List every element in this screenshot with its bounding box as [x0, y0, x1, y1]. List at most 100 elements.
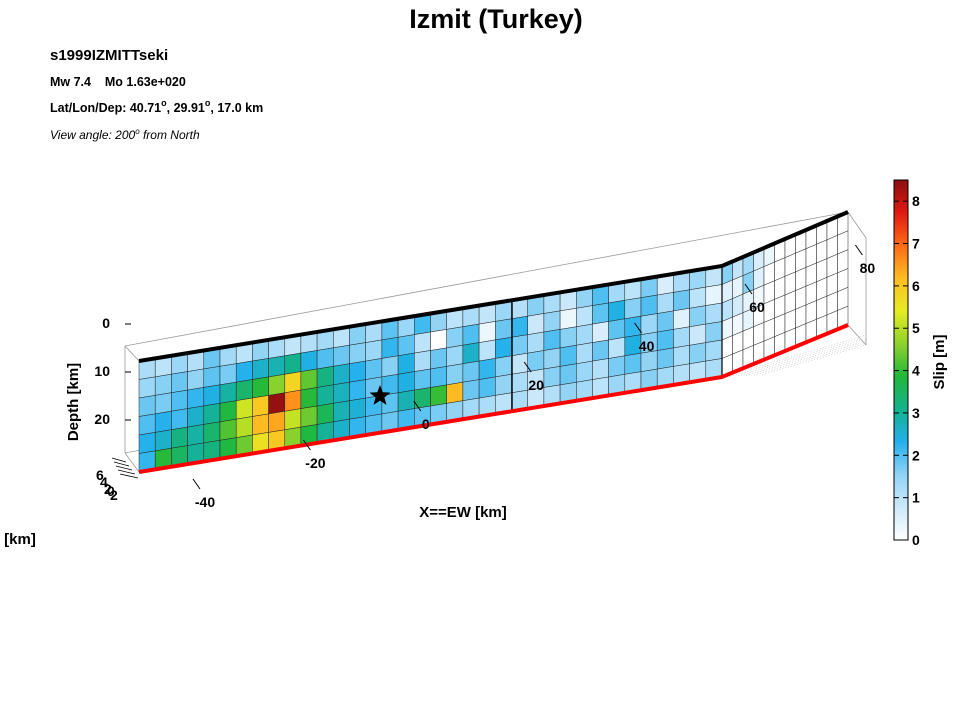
slip-patch	[154, 410, 172, 433]
slip-patch	[397, 371, 415, 394]
slip-patch	[673, 345, 690, 367]
slip-patch	[640, 313, 658, 335]
slip-patch	[171, 371, 188, 393]
colorbar-tick-label: 4	[912, 363, 920, 379]
slip-patch	[203, 421, 221, 444]
slip-patch	[381, 355, 399, 378]
x-tick-label: 80	[860, 260, 876, 276]
colorbar-tick-label: 6	[912, 278, 920, 294]
slip-patch	[171, 389, 188, 412]
slip-patch	[446, 326, 464, 349]
slip-patch	[446, 344, 464, 367]
x-tick-mark	[413, 400, 422, 412]
slip-patch	[349, 342, 366, 364]
slip-patch	[397, 389, 415, 412]
slip-patch	[462, 323, 480, 346]
slip-patch	[592, 321, 609, 343]
slip-patch	[219, 363, 237, 386]
slip-patch	[187, 424, 205, 446]
slip-patch	[365, 358, 383, 380]
box-edge	[124, 452, 140, 473]
slip-patch	[576, 323, 593, 346]
slip-patch	[608, 337, 626, 359]
slip-patch	[316, 347, 334, 370]
slip-patch	[430, 329, 447, 351]
depth-tick-label: 0	[102, 315, 110, 331]
slip-patch	[333, 344, 350, 367]
slip-patch	[284, 352, 302, 375]
floor-grid-line	[721, 334, 867, 378]
slip-patch	[592, 302, 609, 325]
slip-patch	[495, 355, 512, 378]
x-tick-mark	[523, 361, 532, 373]
colorbar-tick-label: 2	[912, 447, 920, 463]
slip-patch	[397, 352, 415, 375]
x-tick-label: 60	[749, 299, 765, 315]
slip-patch	[316, 384, 334, 407]
slip-patch	[381, 337, 399, 359]
depth-axis-label: Depth [km]	[65, 363, 82, 441]
slip-patch	[414, 350, 431, 372]
ns-tick-label: 2	[104, 481, 112, 497]
slip-patch	[559, 363, 577, 386]
ns-tick-mark	[115, 465, 133, 471]
floor-grid-line	[761, 344, 867, 375]
slip-patch	[219, 400, 237, 423]
x-tick-mark	[634, 322, 643, 334]
slip-patch	[527, 331, 545, 354]
slip-patch	[689, 305, 707, 328]
slip-patch	[268, 411, 286, 433]
slip-patch	[624, 352, 642, 375]
slip-patch	[187, 387, 205, 409]
slip-patch	[414, 368, 431, 391]
slip-patch	[171, 426, 188, 449]
slip-patch	[333, 400, 350, 423]
box-edge	[124, 345, 140, 362]
floor-grid-line	[737, 338, 867, 377]
x-tick-mark	[854, 244, 863, 256]
slip-patch	[430, 384, 447, 407]
depth-tick-label: 10	[94, 363, 110, 379]
slip-patch	[397, 334, 415, 357]
slip-patch	[235, 379, 253, 401]
event-id: s1999IZMITTseki	[50, 47, 168, 64]
slip-patch	[154, 373, 172, 396]
location-prefix: Lat/Lon/Dep: 40.71	[50, 101, 161, 115]
slip-patch	[656, 347, 674, 370]
ns-tick-mark	[119, 473, 139, 479]
slip-patch	[478, 339, 496, 362]
slip-patch	[365, 339, 383, 362]
slip-patch	[333, 363, 350, 386]
slip-patch	[576, 342, 593, 365]
slip-patch	[689, 286, 707, 309]
x-axis-label: X==EW [km]	[419, 504, 507, 521]
view-degree-sup: o	[135, 127, 140, 136]
slip-patch	[478, 376, 496, 399]
slip-patch	[284, 389, 302, 412]
ns-tick-mark	[113, 461, 130, 467]
slip-patch	[268, 355, 286, 378]
hypocenter-star	[369, 385, 391, 405]
slip-patch	[446, 363, 464, 386]
location-line: Lat/Lon/Dep: 40.71o, 29.91o, 17.0 km	[50, 98, 263, 115]
slip-patch	[187, 368, 205, 391]
lon-degree-sup: o	[205, 98, 211, 108]
lat-degree-sup: o	[161, 98, 167, 108]
ns-tick-label: 4	[100, 474, 108, 490]
depth-tick-label: 20	[94, 411, 110, 427]
slip-patch	[235, 360, 253, 383]
slip-patch	[624, 297, 642, 320]
lon-value: , 29.91	[167, 101, 205, 115]
slip-patch	[705, 284, 723, 306]
slip-patch	[511, 334, 528, 357]
slip-patch	[203, 403, 221, 425]
slip-patch	[333, 381, 350, 404]
view-suffix: from North	[140, 128, 200, 142]
slip-patch	[656, 310, 674, 333]
slip-patch	[138, 376, 156, 399]
slip-patch	[300, 368, 318, 391]
colorbar	[893, 179, 909, 541]
x-tick-label: 40	[639, 338, 655, 354]
slip-patch	[349, 379, 366, 401]
